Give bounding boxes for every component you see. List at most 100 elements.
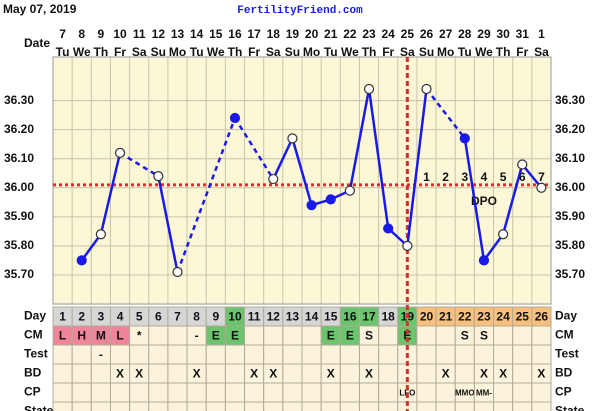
dpo-number: 7	[538, 170, 545, 184]
y-tick-label: 36.00	[555, 180, 585, 194]
table-cell	[435, 401, 456, 411]
table-cell-text: X	[327, 367, 335, 381]
table-cell	[339, 363, 360, 384]
x-tick-label: 16	[228, 27, 242, 41]
table-cell	[358, 382, 380, 403]
weekday-label: Mo	[437, 45, 454, 59]
temp-point	[383, 223, 394, 234]
table-cell-text: L	[116, 329, 123, 343]
temp-point	[306, 200, 317, 211]
table-cell	[244, 382, 265, 403]
weekday-label: Fr	[382, 45, 394, 59]
table-cell	[320, 401, 341, 411]
x-tick-label: 26	[420, 27, 434, 41]
table-cell	[473, 344, 495, 365]
x-tick-label: 27	[439, 27, 453, 41]
x-tick-label: 22	[343, 27, 357, 41]
table-cell	[109, 401, 131, 411]
table-cell	[224, 363, 246, 384]
y-tick-label: 35.70	[555, 267, 585, 281]
table-cell-text: X	[250, 367, 258, 381]
table-cell-text: X	[480, 367, 488, 381]
table-cell	[244, 325, 265, 346]
table-cell	[282, 401, 303, 411]
temp-point	[325, 194, 336, 205]
weekday-label: Su	[419, 45, 434, 59]
temp-point	[536, 182, 547, 193]
weekday-label: Mo	[303, 45, 320, 59]
table-cell	[435, 344, 456, 365]
table-cell	[224, 344, 246, 365]
table-cell	[109, 382, 131, 403]
weekday-label: Su	[151, 45, 166, 59]
table-cell	[129, 344, 150, 365]
table-cell	[454, 344, 475, 365]
table-cell	[109, 344, 131, 365]
table-cell-text: 16	[343, 310, 357, 324]
temp-segment	[367, 88, 390, 229]
table-cell	[301, 325, 322, 346]
weekday-label: Sa	[132, 45, 147, 59]
x-tick-label: 7	[59, 27, 66, 41]
table-cell	[493, 382, 514, 403]
table-cell-text: MM-	[476, 389, 492, 398]
weekday-label: Sa	[534, 45, 549, 59]
table-cell-text: X	[499, 367, 507, 381]
table-cell	[435, 382, 456, 403]
table-cell	[378, 325, 399, 346]
table-cell	[454, 363, 475, 384]
x-tick-label: 23	[362, 27, 376, 41]
table-cell-text: 14	[305, 310, 319, 324]
row-label: Day	[555, 309, 577, 323]
y-tick-label: 35.80	[555, 238, 585, 252]
table-cell	[435, 325, 456, 346]
table-cell	[282, 344, 303, 365]
y-tick-label: 35.90	[555, 209, 585, 223]
table-cell	[320, 382, 341, 403]
table-cell	[167, 382, 188, 403]
temp-segment	[272, 137, 294, 180]
table-cell-text: -	[195, 329, 199, 343]
weekday-label: We	[475, 45, 493, 59]
table-cell-text: 15	[324, 310, 338, 324]
table-cell	[129, 382, 150, 403]
temp-point	[402, 240, 413, 251]
table-cell	[186, 401, 207, 411]
row-label: Test	[24, 347, 48, 361]
temp-segment	[425, 88, 466, 140]
table-cell	[512, 363, 533, 384]
temp-point	[287, 133, 298, 144]
x-tick-label: 15	[209, 27, 223, 41]
table-cell-text: X	[269, 367, 277, 381]
table-cell	[148, 325, 169, 346]
table-cell	[167, 325, 188, 346]
table-cell-text: 3	[98, 310, 105, 324]
chart-date: May 07, 2019	[3, 2, 77, 16]
weekday-label: Fr	[516, 45, 528, 59]
weekday-label: We	[73, 45, 91, 59]
temp-point	[344, 185, 355, 196]
table-cell	[205, 344, 226, 365]
weekday-label: Th	[362, 45, 377, 59]
table-cell-text: 12	[267, 310, 281, 324]
x-tick-label: 9	[98, 27, 105, 41]
site-name: FertilityFriend.com	[237, 5, 363, 17]
row-label: State	[24, 404, 54, 411]
y-tick-label: 36.30	[555, 93, 585, 107]
x-tick-label: 10	[113, 27, 127, 41]
x-tick-label: 11	[133, 27, 146, 41]
dpo-number: 2	[442, 170, 449, 184]
temp-point	[76, 255, 87, 266]
table-cell-text: E	[403, 329, 411, 343]
table-cell	[71, 363, 92, 384]
x-tick-label: 12	[152, 27, 166, 41]
table-cell	[52, 344, 73, 365]
table-cell	[493, 325, 514, 346]
table-cell-text: 2	[78, 310, 85, 324]
table-cell	[186, 344, 207, 365]
temp-point	[153, 171, 164, 182]
temp-segment	[406, 88, 428, 247]
x-tick-label: 13	[171, 27, 185, 41]
x-tick-label: 21	[324, 27, 338, 41]
